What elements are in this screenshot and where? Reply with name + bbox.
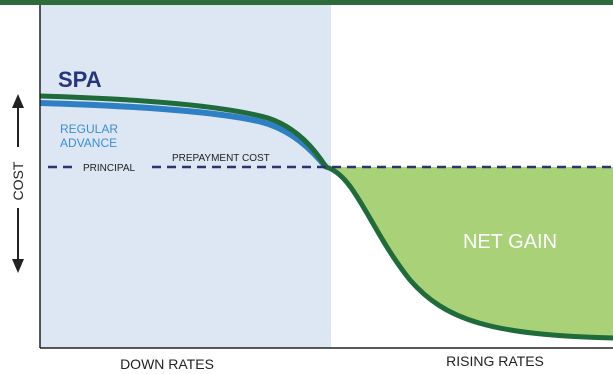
down-rates-region <box>40 5 331 348</box>
y-axis-label: COST <box>10 161 26 200</box>
down-rates-label: DOWN RATES <box>120 356 214 372</box>
net-gain-area <box>326 167 613 338</box>
top-band <box>0 0 613 5</box>
principal-label: PRINCIPAL <box>83 163 135 174</box>
spa-curve <box>39 93 613 341</box>
regular-advance-label-line1: REGULAR <box>60 122 118 136</box>
regular-advance-curve <box>39 100 329 169</box>
cost-arrow-down-head <box>12 259 24 273</box>
rising-rates-label: RISING RATES <box>446 353 544 369</box>
spa-label: SPA <box>58 67 102 92</box>
cost-arrow-up-head <box>12 94 24 108</box>
net-gain-label: NET GAIN <box>463 231 557 253</box>
prepayment-cost-label: PREPAYMENT COST <box>172 153 270 164</box>
regular-advance-label-line2: ADVANCE <box>60 136 117 150</box>
